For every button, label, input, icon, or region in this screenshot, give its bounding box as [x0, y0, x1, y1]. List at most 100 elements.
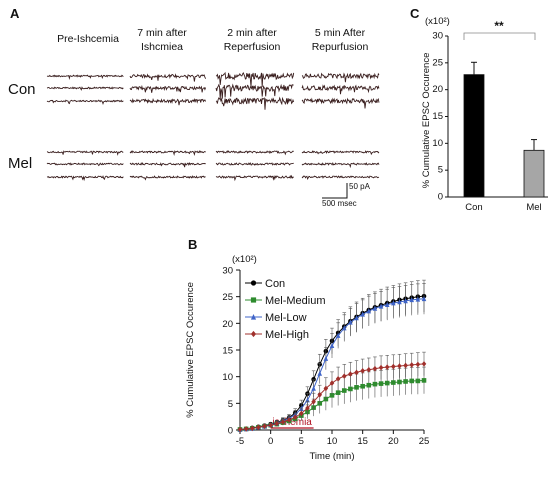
point-con-12 [311, 377, 316, 382]
trace-con-col3-sweep3 [215, 96, 295, 110]
row-label-con: Con [8, 81, 36, 98]
panel-c-y-tick-label-5: 5 [438, 165, 443, 176]
panel-b-y-tick-label-25: 25 [222, 292, 233, 303]
point-mel-low-29 [415, 296, 421, 302]
trace-con-col4-sweep2 [301, 84, 380, 95]
trace-con-col4-sweep1 [301, 72, 380, 83]
panel-b: B (x10²) % Cumulative EPSC Occurence Tim… [185, 237, 429, 462]
panel-b-x-tick-label-15: 15 [357, 436, 368, 447]
panel-c-bars: Con Mel [463, 61, 545, 213]
point-mel-high-26 [397, 363, 402, 369]
point-mel-high-25 [391, 363, 396, 370]
point-mel-high-15 [329, 380, 335, 386]
point-mel-low-23 [378, 303, 384, 309]
point-mel-high-6 [274, 420, 280, 427]
point-mel-medium-20 [360, 383, 365, 389]
panel-c-y-tick-label-30: 30 [432, 31, 443, 42]
point-mel-high-13 [317, 392, 323, 398]
panel-b-x-tick-label--5: -5 [236, 436, 244, 447]
epsc-traces [46, 71, 380, 182]
point-mel-high-9 [292, 414, 298, 420]
panel-b-x-axis-title: Time (min) [309, 451, 354, 462]
scale-bar-time-label: 500 msec [322, 199, 357, 208]
bar-con [463, 74, 485, 198]
trace-mel-col4-sweep2 [301, 162, 380, 169]
panel-b-series [237, 279, 427, 433]
point-mel-low-18 [348, 319, 353, 325]
scale-bar-amp-label: 50 pA [349, 182, 371, 191]
panel-c-y-tick-label-25: 25 [432, 57, 443, 68]
point-mel-medium-18 [348, 386, 353, 392]
point-mel-medium-19 [354, 385, 359, 390]
panel-b-y-tick-label-30: 30 [222, 266, 233, 277]
point-mel-high-3 [256, 424, 261, 431]
panel-c-y-tick-label-15: 15 [432, 111, 443, 122]
panel-b-x-tick-label-5: 5 [299, 436, 304, 447]
column-header-4-line-1: 5 min After [315, 27, 366, 39]
trace-con-col2-sweep2 [129, 84, 207, 93]
trace-mel-col1-sweep2 [46, 162, 124, 167]
point-mel-high-20 [360, 368, 365, 374]
point-mel-high-11 [305, 405, 310, 411]
panel-c: C (x10²) % Cumulative EPSC Occurence 0 5 1… [410, 6, 548, 213]
panel-a: A Pre-Ishcemia 7 min after Ishcmiea 2 min a… [8, 6, 380, 208]
point-mel-high-10 [299, 410, 304, 417]
trace-mel-col2-sweep2 [129, 161, 206, 168]
point-mel-low-15 [329, 343, 335, 349]
point-mel-high-7 [280, 419, 286, 425]
point-mel-low-14 [323, 355, 329, 361]
panel-b-y-tick-label-10: 10 [222, 372, 233, 383]
trace-mel-col2-sweep3 [129, 175, 206, 181]
bar-mel [523, 149, 545, 198]
point-mel-medium-29 [415, 378, 421, 384]
point-mel-low-27 [403, 298, 408, 304]
point-mel-high-17 [341, 373, 347, 379]
point-mel-low-25 [391, 300, 396, 306]
point-mel-low-30 [421, 296, 427, 302]
panel-a-row-labels: Con Mel [8, 81, 36, 172]
trace-mel-col3-sweep3 [215, 174, 294, 182]
legend-label-mel-high: Mel-High [265, 329, 309, 341]
point-mel-low-21 [366, 308, 372, 314]
ischemia-marker: ischemia [270, 417, 314, 429]
trace-con-col2-sweep3 [129, 97, 207, 106]
panel-b-x-tick-label-10: 10 [327, 436, 338, 447]
panel-c-y-tick-label-20: 20 [432, 84, 443, 95]
point-mel-medium-30 [421, 378, 427, 383]
column-header-2-line-1: 7 min after [137, 27, 187, 39]
panel-b-x-tick-label-25: 25 [419, 436, 430, 447]
column-header-3-line-1: 2 min after [227, 27, 277, 39]
trace-mel-col3-sweep1 [215, 150, 294, 156]
point-mel-medium-25 [391, 380, 396, 385]
panel-b-y-axis-title: % Cumulative EPSC Occurence [185, 282, 196, 418]
series-mel-high [237, 351, 427, 433]
point-mel-high-4 [262, 423, 267, 430]
column-header-4-line-2: Repurfusion [312, 41, 369, 53]
point-mel-high-18 [348, 371, 353, 377]
trace-con-col3-sweep1 [215, 71, 295, 88]
point-mel-medium-27 [403, 379, 408, 384]
point-mel-high-1 [243, 426, 249, 432]
panel-c-letter: C [410, 6, 420, 21]
point-mel-low-20 [360, 311, 365, 317]
legend-label-mel-low: Mel-Low [265, 312, 307, 324]
point-mel-high-28 [409, 362, 415, 368]
column-header-3-line-2: Reperfusion [224, 41, 281, 53]
panel-b-y-tick-label-20: 20 [222, 319, 233, 330]
trace-con-col1-sweep3 [46, 99, 124, 105]
scale-bar: 500 msec 50 pA [322, 182, 371, 208]
row-label-mel: Mel [8, 155, 32, 172]
ischemia-label: ischemia [272, 417, 312, 428]
point-mel-high-14 [323, 385, 329, 392]
panel-b-y-tick-label-0: 0 [228, 426, 233, 437]
point-mel-high-30 [421, 361, 427, 367]
trace-mel-col2-sweep1 [129, 150, 206, 157]
panel-c-y-tick-label-10: 10 [432, 138, 443, 149]
point-mel-high-16 [335, 376, 341, 382]
panel-b-multiplier: (x10²) [232, 254, 257, 265]
legend-label-con: Con [265, 278, 285, 290]
panel-b-legend: Con Mel-Medium Mel-Low Mel-High [245, 278, 326, 341]
scale-bar-lines [322, 183, 348, 199]
